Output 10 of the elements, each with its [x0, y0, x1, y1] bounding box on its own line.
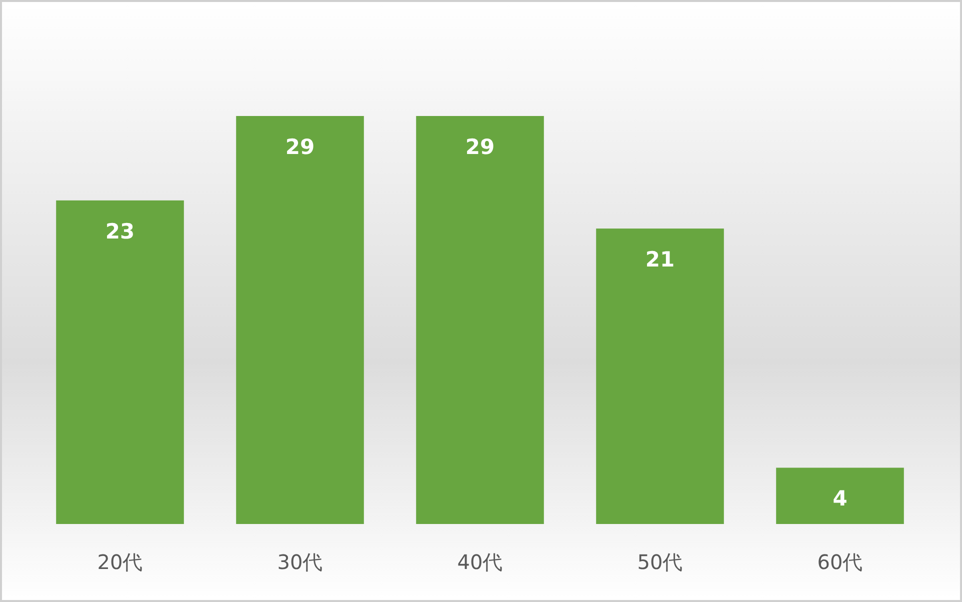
x-tick-label: 30代 — [277, 550, 323, 574]
data-label: 4 — [832, 486, 848, 511]
x-tick-label: 20代 — [97, 550, 143, 574]
x-tick-label: 40代 — [457, 550, 503, 574]
x-tick-label: 60代 — [817, 550, 863, 574]
data-label: 21 — [645, 248, 675, 272]
data-label: 29 — [465, 135, 495, 159]
x-tick-label: 50代 — [637, 550, 683, 574]
data-label: 29 — [285, 135, 315, 159]
data-label: 23 — [105, 219, 135, 244]
